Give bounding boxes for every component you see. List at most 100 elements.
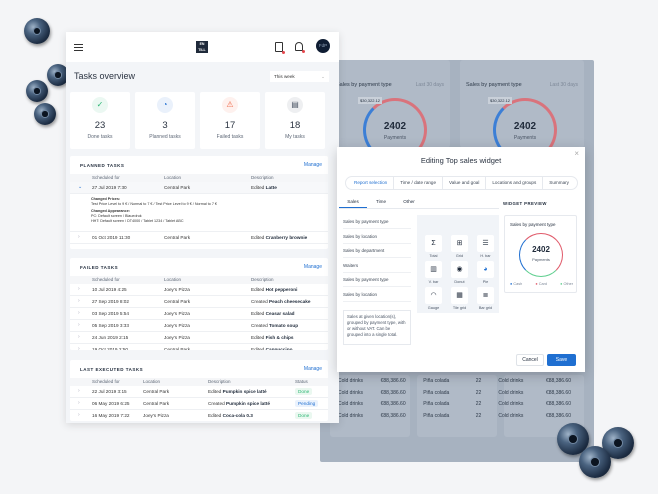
chevron-right-icon: ›: [78, 286, 80, 292]
edit-widget-modal: × Editing Top sales widget Report select…: [337, 147, 585, 372]
step-tab[interactable]: Time / date range: [394, 177, 444, 189]
clock-icon: ◔: [157, 97, 173, 113]
table-row[interactable]: › 10 Jul 2019 4:25 Joey's Pizza Edited Hot …: [70, 284, 328, 296]
widget-type-icon: ▥: [425, 261, 442, 278]
save-button[interactable]: Save: [547, 354, 576, 366]
menu-icon[interactable]: [74, 44, 83, 51]
status-badge: Pending: [295, 399, 319, 407]
report-option[interactable]: Sales by location: [343, 288, 411, 302]
column-header: Description: [251, 175, 274, 180]
table-row[interactable]: › 27 Sep 2019 8:02 Central Park Created Pea…: [70, 296, 328, 308]
table-row[interactable]: › 01 Oct 2019 11:30 Central Park Edited Cra…: [70, 232, 328, 244]
stat-label: My tasks: [285, 134, 305, 140]
check-icon: ✓: [92, 97, 108, 113]
column-header: Location: [164, 277, 182, 282]
stat-card[interactable]: ⚠ 17 Failed tasks: [200, 92, 260, 149]
manage-link[interactable]: Manage: [303, 264, 322, 270]
widget-type-option[interactable]: ▥ V. bar: [425, 261, 442, 284]
widget-type-option[interactable]: ◉ Donut: [451, 261, 468, 284]
stat-label: Done tasks: [87, 134, 113, 140]
table-row: Cold drinks €88,386.60 Piña colada 22 Cold d…: [338, 378, 571, 384]
widget-type-icon: ▦: [451, 287, 468, 304]
widget-type-option[interactable]: ▦ Tile grid: [451, 287, 468, 310]
tooltip: $30,322.12: [488, 97, 513, 104]
section-title: LAST EXECUTED TASKS: [80, 366, 144, 372]
widget-period: Last 30 days: [549, 82, 578, 88]
stat-card[interactable]: ▤ 18 My tasks: [265, 92, 325, 149]
blueberry-decoration: [26, 80, 48, 102]
report-option[interactable]: Sales by department: [343, 244, 411, 258]
blueberry-decoration: [579, 446, 611, 478]
cancel-button[interactable]: Cancel: [516, 354, 544, 366]
column-header: Description: [208, 379, 231, 384]
table-row[interactable]: › 24 Jun 2019 2:15 Joey's Pizza Edited Fish…: [70, 332, 328, 344]
avatar[interactable]: FdP: [316, 39, 330, 53]
chevron-right-icon: ›: [78, 334, 80, 340]
chevron-right-icon: ›: [78, 310, 80, 316]
section-title: FAILED TASKS: [80, 264, 119, 270]
table-row[interactable]: › 05 Sep 2019 3:33 Joey's Pizza Created Tom…: [70, 320, 328, 332]
table-row[interactable]: › 16 May 2019 7:22 Joey's Pizza Edited Coca…: [70, 410, 328, 421]
bell-icon[interactable]: [295, 42, 305, 53]
modal-title: Editing Top sales widget: [420, 156, 502, 165]
widget-type-grid: Σ Total ⊞ Grid ☰ H. bar ▥ V. bar ◉ Donut ◕ Pie ◠ Gaug…: [417, 215, 499, 313]
preview-heading: WIDGET PREVIEW: [503, 201, 547, 206]
stat-card[interactable]: ✓ 23 Done tasks: [70, 92, 130, 149]
report-option[interactable]: Sales by payment type: [343, 215, 411, 229]
column-header: Scheduled for: [92, 277, 120, 282]
report-option[interactable]: Sales by payment type: [343, 273, 411, 287]
widget-type-option[interactable]: ◕ Pie: [477, 261, 494, 284]
chevron-right-icon: ›: [78, 412, 80, 418]
stat-card[interactable]: ◔ 3 Planned tasks: [135, 92, 195, 149]
planned-tasks-section: PLANNED TASKS Manage Scheduled for Locatio…: [70, 156, 328, 249]
widget-preview: Sales by payment type 2402 Payments ● Cas…: [504, 215, 577, 293]
step-tab[interactable]: Summary: [549, 180, 569, 185]
subtab[interactable]: Time: [375, 199, 387, 204]
widget-type-icon: ⊞: [451, 235, 468, 252]
status-badge: Done: [295, 387, 313, 395]
table-row[interactable]: › 22 Jul 2019 3:15 Central Park Edited Pump…: [70, 386, 328, 398]
report-option[interactable]: Sales by location: [343, 230, 411, 244]
chevron-right-icon: ›: [78, 298, 80, 304]
column-header: Scheduled for: [92, 379, 120, 384]
legend-item: ● Other: [560, 282, 573, 286]
report-option[interactable]: Waiters: [343, 259, 411, 273]
top-bar: EN TILL FdP: [66, 32, 339, 62]
manage-link[interactable]: Manage: [303, 366, 322, 372]
widget-title: Sales by payment type: [466, 82, 522, 88]
warning-icon: ⚠: [222, 97, 238, 113]
chevron-right-icon: ›: [78, 400, 80, 406]
column-header: Location: [143, 379, 161, 384]
blueberry-decoration: [47, 64, 69, 86]
donut-chart: 2402 Payments: [519, 233, 563, 277]
page-title: Tasks overview: [74, 71, 136, 81]
executed-tasks-section: LAST EXECUTED TASKS Manage Scheduled for L…: [70, 360, 328, 421]
widget-type-icon: ◕: [477, 261, 494, 278]
step-tab[interactable]: Value and goal: [443, 177, 487, 189]
step-tab[interactable]: Report selection: [348, 177, 395, 189]
column-header: Description: [251, 277, 274, 282]
legend-item: ● Card: [535, 282, 547, 286]
widget-type-option[interactable]: ⊞ Grid: [451, 235, 468, 258]
table-row[interactable]: › 19 Oct 2019 2:50 Central Park Edited Capp…: [70, 344, 328, 350]
widget-type-option[interactable]: ☰ H. bar: [477, 235, 494, 258]
widget-type-option[interactable]: ◠ Gauge: [425, 287, 442, 310]
period-dropdown[interactable]: This week ⌄: [270, 71, 329, 82]
table-row[interactable]: › 03 Sep 2019 5:54 Joey's Pizza Edited Ceas…: [70, 308, 328, 320]
widget-type-option[interactable]: ≣ Bar grid: [477, 287, 494, 310]
step-tab[interactable]: Locations and groups: [486, 177, 544, 189]
manage-link[interactable]: Manage: [303, 162, 322, 168]
legend: ● Cash ● Card ● Other: [510, 282, 573, 286]
checklist-icon[interactable]: [275, 42, 285, 54]
column-header: Location: [164, 175, 182, 180]
table-row[interactable]: › 06 May 2019 6:25 Central Park Created Pum…: [70, 398, 328, 410]
tasks-panel: EN TILL FdP Tasks overview This week ⌄ ✓ 2…: [66, 32, 339, 423]
widget-type-icon: ☰: [477, 235, 494, 252]
subtab[interactable]: Sales: [339, 199, 367, 208]
table-row[interactable]: ⌄ 27 Jul 2019 7:30 Central Park Edited Latt…: [70, 182, 328, 194]
table-row: Cold drinks €88,386.60 Piña colada 22 Cold d…: [338, 401, 571, 407]
close-icon[interactable]: ×: [574, 149, 579, 158]
logo: EN TILL: [196, 41, 208, 53]
subtab[interactable]: Other: [403, 199, 415, 204]
widget-type-option[interactable]: Σ Total: [425, 235, 442, 258]
